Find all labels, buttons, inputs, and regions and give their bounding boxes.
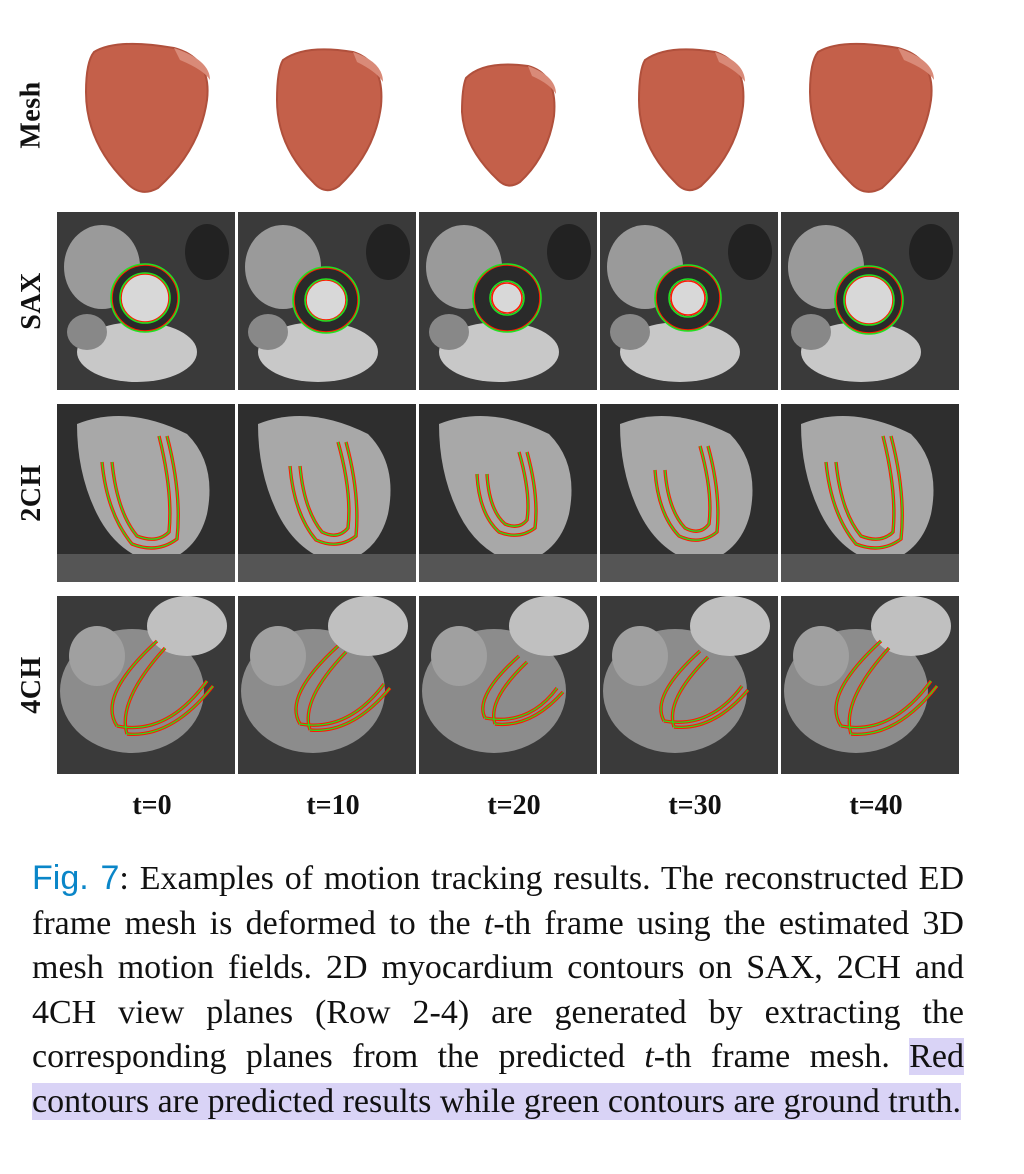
sax-slice-t30 — [600, 212, 778, 390]
2ch-slice-t10 — [238, 404, 416, 582]
caption-text-3: -th frame mesh. — [653, 1038, 910, 1076]
row-label-4ch: 4CH — [16, 656, 47, 714]
mesh-render-t40 — [786, 30, 966, 200]
caption-t-variable-2: t — [644, 1038, 654, 1076]
caption-t-variable: t — [483, 904, 494, 942]
4ch-slice-t20 — [419, 596, 597, 774]
4ch-slice-t40 — [781, 596, 959, 774]
4ch-slice-t30 — [600, 596, 778, 774]
4ch-slice-t10 — [238, 596, 416, 774]
row-label-mesh: Mesh — [16, 81, 48, 149]
figure-caption: Fig. 7: Examples of motion tracking resu… — [32, 856, 965, 1125]
time-label-t20: t=20 — [487, 790, 541, 821]
4ch-slice-t0 — [57, 596, 235, 774]
2ch-slice-t20 — [419, 404, 597, 582]
row-label-sax: SAX — [16, 272, 48, 330]
mesh-render-t20 — [424, 30, 604, 200]
2ch-slice-t40 — [781, 404, 959, 582]
mesh-render-t30 — [605, 30, 785, 200]
row-label-2ch: 2CH — [16, 464, 47, 522]
sax-slice-t10 — [238, 212, 416, 390]
sax-slice-t40 — [781, 212, 959, 390]
time-label-t30: t=30 — [668, 790, 722, 821]
figure-number-link[interactable]: Fig. 7 — [32, 859, 120, 897]
2ch-slice-t30 — [600, 404, 778, 582]
sax-slice-t20 — [419, 212, 597, 390]
caption-text-1: : Examples of motion tracking results. T… — [32, 860, 964, 942]
time-label-t10: t=10 — [306, 790, 360, 821]
sax-slice-t0 — [57, 212, 235, 390]
2ch-slice-t0 — [57, 404, 235, 582]
time-label-t0: t=0 — [132, 790, 172, 821]
caption-text-2: -th frame using the estimated 3D mesh mo… — [32, 904, 964, 1076]
mesh-render-t0 — [62, 30, 242, 200]
time-label-t40: t=40 — [849, 790, 903, 821]
mesh-render-t10 — [243, 30, 423, 200]
